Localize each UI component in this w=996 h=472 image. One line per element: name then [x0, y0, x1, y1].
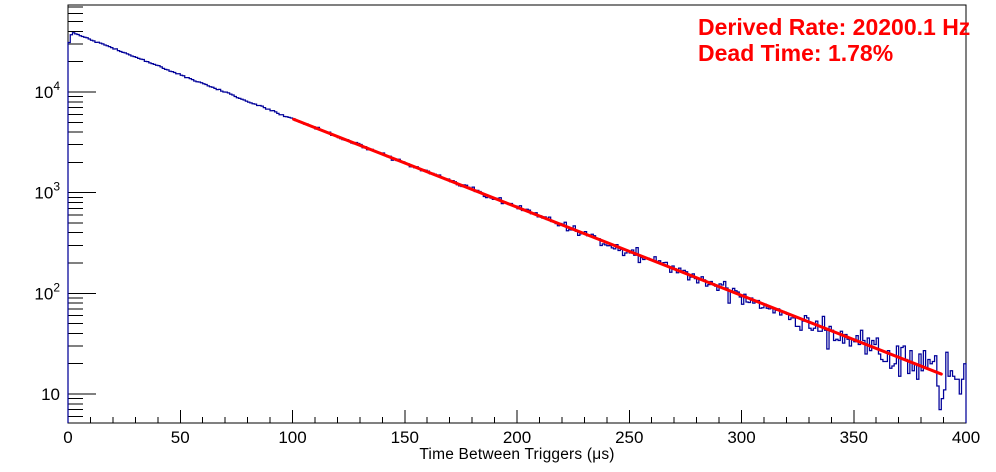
x-axis-tick-labels: 0 50 100 150 200 250 300 350 400 — [63, 428, 980, 447]
x-axis-title: Time Between Triggers (μs) — [419, 446, 615, 463]
x-tick-label: 400 — [952, 428, 980, 447]
fit-line — [292, 117, 943, 376]
y-tick-label: 10 — [41, 385, 60, 404]
x-tick-label: 300 — [727, 428, 755, 447]
y-axis-tick-labels: 10 102 103 104 — [34, 79, 60, 404]
x-tick-label: 350 — [840, 428, 868, 447]
x-tick-label: 150 — [391, 428, 419, 447]
x-tick-label: 250 — [615, 428, 643, 447]
x-tick-label: 50 — [171, 428, 190, 447]
y-axis-ticks — [68, 6, 96, 417]
x-tick-label: 0 — [63, 428, 72, 447]
y-tick-label: 103 — [34, 180, 60, 203]
annotation-dead-time: Dead Time: 1.78% — [698, 40, 894, 66]
x-tick-label: 200 — [503, 428, 531, 447]
x-axis-ticks — [67, 410, 967, 423]
histogram-line — [67, 32, 967, 423]
x-tick-label: 100 — [278, 428, 306, 447]
y-tick-label: 104 — [34, 79, 60, 102]
annotation-derived-rate: Derived Rate: 20200.1 Hz — [698, 14, 971, 40]
y-tick-label: 102 — [34, 280, 60, 303]
plot-frame — [67, 4, 967, 424]
